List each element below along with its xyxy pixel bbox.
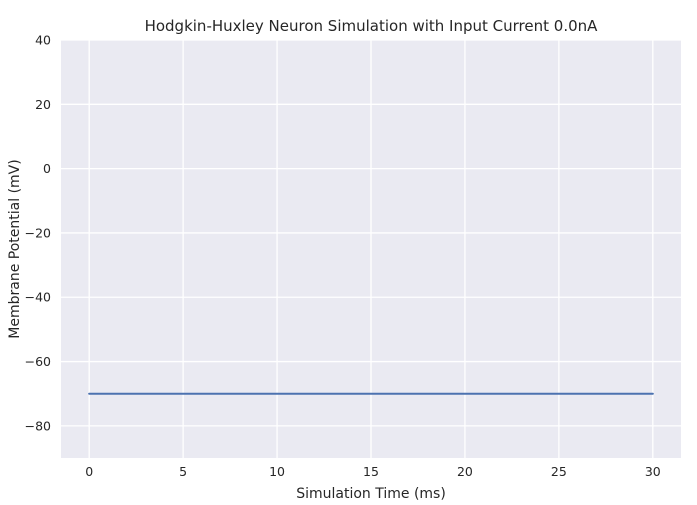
grid [61,39,681,458]
x-tick-label: 0 [85,464,93,479]
y-tick-label: 20 [35,97,51,112]
y-tick-label: −60 [25,354,51,369]
y-tick-label: −20 [25,225,51,240]
x-tick-label: 10 [269,464,285,479]
x-tick-labels: 0 5 10 15 20 25 30 [85,464,661,479]
chart-title: Hodgkin-Huxley Neuron Simulation with In… [145,17,599,35]
x-tick-label: 30 [645,464,661,479]
y-tick-label: 40 [35,33,51,48]
x-tick-label: 25 [551,464,567,479]
y-axis-label: Membrane Potential (mV) [7,159,23,338]
x-tick-label: 20 [457,464,473,479]
x-tick-label: 5 [179,464,187,479]
y-tick-label: −80 [25,418,51,433]
y-tick-labels: 40 20 0 −20 −40 −60 −80 [25,33,51,434]
y-tick-label: 0 [43,161,51,176]
y-tick-label: −40 [25,290,51,305]
x-axis-label: Simulation Time (ms) [296,486,446,502]
x-tick-label: 15 [363,464,379,479]
